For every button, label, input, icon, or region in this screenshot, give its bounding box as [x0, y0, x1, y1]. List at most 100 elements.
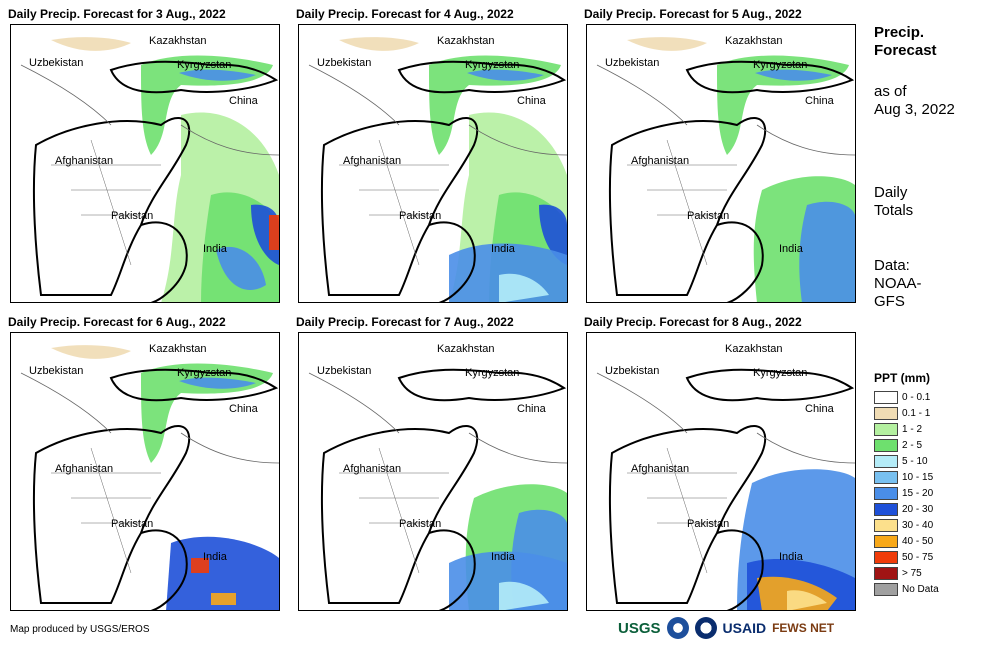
country-label-india: India	[779, 551, 803, 563]
side-title: Precip. Forecast	[874, 24, 937, 60]
country-border	[20, 372, 112, 434]
country-label-uzbekistan: Uzbekistan	[317, 57, 372, 69]
as-of-text: as of Aug 3, 2022	[874, 83, 955, 119]
country-label-kyrgyzstan: Kyrgyzstan	[177, 59, 232, 71]
legend-label: 15 - 20	[902, 487, 934, 499]
country-label-uzbekistan: Uzbekistan	[317, 365, 372, 377]
country-label-kazakhstan: Kazakhstan	[149, 35, 207, 47]
country-border	[180, 432, 279, 464]
legend-label: 0 - 0.1	[902, 391, 931, 403]
panel-title: Daily Precip. Forecast for 7 Aug., 2022	[296, 315, 514, 329]
country-label-kyrgyzstan: Kyrgyzstan	[177, 367, 232, 379]
country-label-kazakhstan: Kazakhstan	[149, 343, 207, 355]
precip-area	[539, 204, 567, 265]
legend-swatch	[874, 390, 898, 404]
legend-item: 20 - 30	[874, 502, 933, 516]
legend-item: 0 - 0.1	[874, 390, 930, 404]
data-source-line2: GFS	[874, 293, 905, 310]
country-border	[397, 60, 567, 94]
country-label-india: India	[491, 551, 515, 563]
country-border	[608, 424, 767, 604]
country-border	[756, 432, 855, 464]
country-label-kazakhstan: Kazakhstan	[437, 343, 495, 355]
as-of-label: as of	[874, 83, 907, 100]
country-label-china: China	[517, 95, 546, 107]
country-border	[339, 139, 449, 266]
country-label-china: China	[517, 403, 546, 415]
legend-label: 2 - 5	[902, 439, 923, 451]
logo-bar: USGS USAID FEWS NET	[618, 617, 834, 639]
fews-net-logo: FEWS NET	[772, 621, 835, 635]
precip-map-svg	[308, 37, 567, 302]
data-label: Data:	[874, 257, 910, 274]
country-label-india: India	[491, 243, 515, 255]
country-border	[320, 116, 479, 296]
legend-swatch	[874, 534, 898, 548]
panel-title: Daily Precip. Forecast for 4 Aug., 2022	[296, 7, 514, 21]
precip-map-svg	[20, 345, 279, 610]
daily-totals-text: Daily Totals	[874, 184, 913, 220]
panel-title: Daily Precip. Forecast for 6 Aug., 2022	[8, 315, 226, 329]
forecast-map: Kazakhstan Uzbekistan Kyrgyzstan China Afgha…	[298, 24, 568, 303]
forecast-map: Kazakhstan Uzbekistan Kyrgyzstan China Afgha…	[586, 24, 856, 303]
legend-label: 40 - 50	[902, 535, 934, 547]
country-border	[685, 368, 855, 402]
country-border	[140, 529, 188, 610]
legend-swatch	[874, 422, 898, 436]
legend-item: 0.1 - 1	[874, 406, 930, 420]
legend-item: 2 - 5	[874, 438, 922, 452]
precip-area	[166, 536, 279, 610]
country-label-kyrgyzstan: Kyrgyzstan	[753, 367, 808, 379]
legend-swatch	[874, 406, 898, 420]
country-label-uzbekistan: Uzbekistan	[29, 57, 84, 69]
forecast-map: Kazakhstan Uzbekistan Kyrgyzstan China Afgha…	[586, 332, 856, 611]
country-label-india: India	[779, 243, 803, 255]
country-border	[468, 432, 567, 464]
precip-area	[51, 37, 131, 51]
country-border	[428, 221, 476, 302]
legend-label: 20 - 30	[902, 503, 934, 515]
legend-item: 10 - 15	[874, 470, 933, 484]
country-label-pakistan: Pakistan	[111, 518, 154, 530]
forecast-map: Kazakhstan Uzbekistan Kyrgyzstan China Afgha…	[10, 332, 280, 611]
country-border	[397, 368, 567, 402]
legend-swatch	[874, 502, 898, 516]
country-label-pakistan: Pakistan	[687, 518, 730, 530]
daily-label: Daily	[874, 184, 908, 201]
country-border	[180, 124, 279, 156]
legend-item: 50 - 75	[874, 550, 933, 564]
country-border	[20, 64, 112, 126]
precip-area	[429, 55, 561, 155]
country-border	[627, 447, 737, 574]
country-border	[320, 424, 479, 604]
panel-title: Daily Precip. Forecast for 3 Aug., 2022	[8, 7, 226, 21]
legend-swatch	[874, 518, 898, 532]
precip-area	[269, 215, 279, 250]
data-source-text: Data: NOAA- GFS	[874, 257, 922, 311]
country-label-china: China	[229, 403, 258, 415]
country-label-india: India	[203, 243, 227, 255]
country-border	[109, 368, 279, 402]
country-label-china: China	[229, 95, 258, 107]
country-border	[716, 529, 764, 610]
credit-text: Map produced by USGS/EROS	[10, 624, 150, 635]
precip-area	[627, 37, 707, 51]
country-border	[627, 139, 737, 266]
precip-map-svg	[596, 37, 855, 302]
panel-title: Daily Precip. Forecast for 8 Aug., 2022	[584, 315, 802, 329]
country-border	[468, 124, 567, 156]
usaid-logo: USAID	[722, 620, 767, 636]
country-border	[596, 64, 688, 126]
country-label-pakistan: Pakistan	[687, 210, 730, 222]
legend-item: 15 - 20	[874, 486, 933, 500]
side-title-line2: Forecast	[874, 42, 937, 59]
country-border	[756, 124, 855, 156]
precip-area	[141, 363, 273, 463]
country-border	[308, 372, 400, 434]
country-label-kyrgyzstan: Kyrgyzstan	[465, 367, 520, 379]
country-border	[32, 424, 191, 604]
precip-map-svg	[20, 37, 279, 302]
precip-area	[179, 69, 256, 81]
legend-swatch	[874, 550, 898, 564]
precip-area	[339, 37, 419, 51]
